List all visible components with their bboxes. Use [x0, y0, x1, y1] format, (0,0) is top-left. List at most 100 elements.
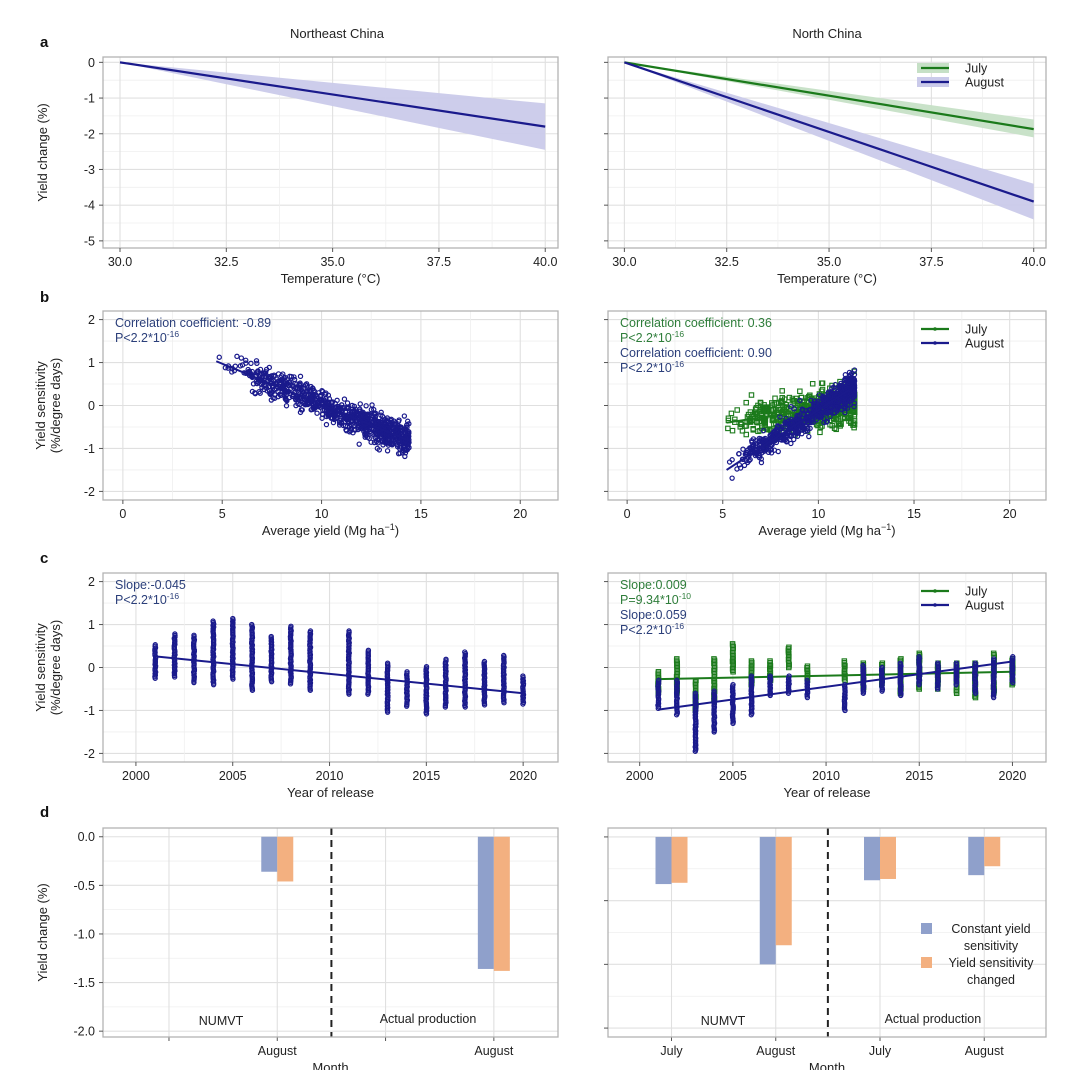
data-point [263, 383, 269, 389]
y-tick-label: -1 [84, 704, 95, 718]
legend-label: Yield sensitivity [949, 956, 1035, 970]
data-point [363, 403, 369, 409]
data-point [833, 426, 839, 433]
data-point [811, 402, 818, 408]
legend-label-august: August [965, 599, 1004, 613]
legend-label-july: July [965, 585, 988, 599]
data-point [836, 397, 842, 404]
data-point [823, 419, 830, 425]
data-point [953, 660, 960, 666]
data-point [301, 401, 307, 407]
data-point [656, 677, 662, 684]
data-point [389, 442, 395, 448]
data-point [991, 656, 997, 662]
data-point [844, 414, 851, 421]
data-point [367, 416, 374, 423]
data-point [777, 414, 783, 420]
y-tick-label: 1 [88, 618, 95, 632]
data-point [758, 459, 765, 466]
annotation-superscript: -16 [672, 329, 685, 339]
data-point [844, 391, 851, 398]
data-point [674, 677, 680, 684]
data-point [797, 397, 803, 404]
facet-title-northeast: Northeast China [290, 26, 385, 41]
bar-changed [879, 836, 896, 879]
data-point [238, 355, 245, 361]
data-point [262, 373, 269, 380]
annotations: Correlation coefficient: -0.89P<2.2*10-1… [115, 316, 271, 345]
y-tick-label: 2 [88, 313, 95, 327]
panel-letter-c: c [40, 550, 48, 567]
data-marks [655, 641, 1016, 754]
data-point [402, 453, 408, 460]
data-point [257, 366, 264, 373]
x-tick-label: 37.5 [919, 255, 943, 269]
data-point [748, 445, 754, 451]
data-point [769, 400, 775, 406]
data-point [520, 673, 526, 679]
x-axis-title: Average yield (Mg ha−1) [262, 522, 399, 538]
data-point [250, 381, 257, 387]
data-point [711, 657, 718, 664]
data-point [352, 408, 358, 414]
data-point [741, 462, 748, 469]
y-tick-label: -1.5 [73, 976, 95, 990]
data-point [252, 390, 258, 396]
data-point [812, 415, 818, 421]
data-point [743, 431, 750, 438]
x-tick-label: 30.0 [108, 255, 132, 269]
data-point [275, 388, 281, 395]
confidence-ribbon-july [624, 62, 1034, 138]
data-point [761, 418, 768, 424]
data-point [243, 360, 249, 366]
data-point [396, 444, 403, 450]
data-point [346, 429, 353, 435]
data-point [270, 395, 276, 401]
annotation-superscript: -16 [167, 591, 180, 601]
confidence-ribbon-august [120, 62, 546, 150]
data-point [368, 406, 375, 413]
data-point [344, 404, 350, 411]
data-point [373, 438, 380, 445]
x-tick-label: 32.5 [715, 255, 739, 269]
x-axis-title-end: ) [395, 523, 399, 538]
data-point [324, 408, 330, 415]
data-point [736, 451, 742, 457]
annotations: Slope:0.009P=9.34*10-10Slope:0.059P<2.2*… [620, 578, 691, 637]
chart-c-north: Slope:0.009P=9.34*10-10Slope:0.059P<2.2*… [604, 572, 1047, 800]
y-gridlines [103, 581, 558, 754]
data-point [340, 404, 346, 411]
data-point [827, 421, 833, 428]
plot-background [608, 57, 1046, 248]
data-point [334, 397, 340, 404]
data-point [842, 394, 848, 401]
x-tick-label: 35.0 [817, 255, 841, 269]
data-point [753, 411, 760, 417]
y-axis-title: Yield change (%) [35, 883, 50, 982]
data-point [287, 373, 293, 380]
annotation-text: Correlation coefficient: 0.90 [620, 346, 772, 360]
data-point [372, 429, 378, 435]
bar-constant [655, 836, 672, 885]
data-point [365, 647, 372, 654]
data-point [387, 417, 394, 424]
data-point [729, 641, 736, 647]
data-point [266, 364, 273, 371]
data-point [750, 411, 757, 418]
data-point [786, 673, 792, 679]
data-marks [119, 61, 546, 150]
data-point [801, 399, 808, 406]
annotation-text: P<2.2*10-16 [620, 359, 684, 375]
data-point [851, 378, 858, 384]
legend-label-august: August [965, 337, 1004, 351]
x-tick-label: 2005 [219, 769, 247, 783]
data-point [293, 402, 299, 409]
data-point [819, 386, 826, 393]
data-point [423, 663, 430, 670]
bar-changed [671, 836, 688, 883]
x-axis-title-end: ) [891, 523, 895, 538]
x-tick-label: 0 [624, 507, 631, 521]
data-point [842, 375, 849, 382]
data-point [725, 425, 731, 432]
